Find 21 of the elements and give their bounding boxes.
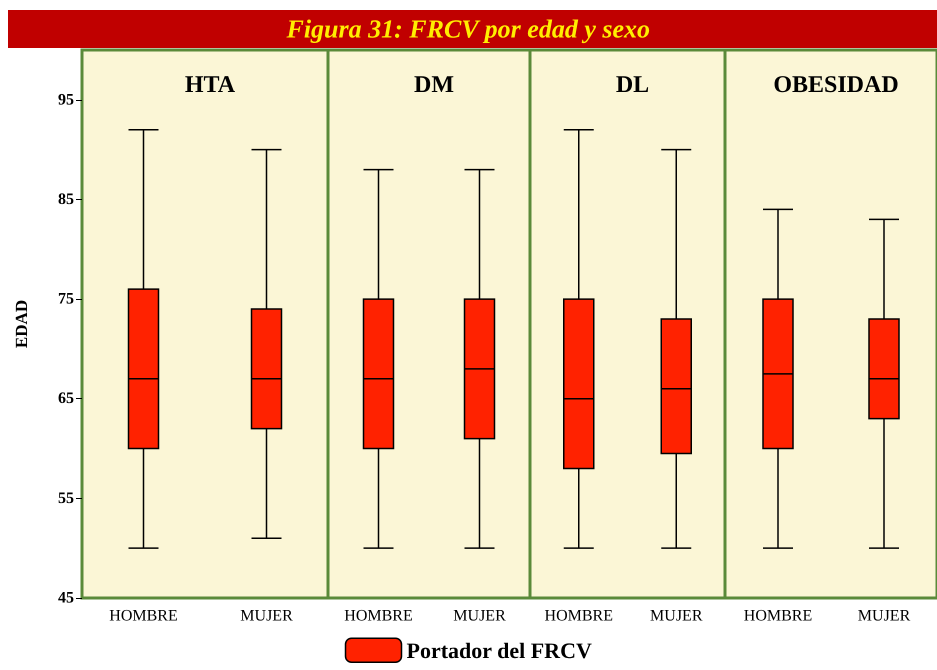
text: Figura 31: FRCV por edad y sexo (285, 14, 650, 44)
text: DM (414, 72, 454, 98)
x-tick-label: HOMBRE (344, 608, 413, 624)
x-tick-label: MUJER (858, 608, 911, 624)
x-tick-label: MUJER (650, 608, 703, 624)
x-tick-label: HOMBRE (109, 608, 178, 624)
legend-label: Portador del FRCV (406, 638, 592, 663)
y-tick-label: 95 (58, 91, 74, 108)
x-tick-label: HOMBRE (744, 608, 812, 624)
x-tick-label: MUJER (453, 608, 506, 624)
y-axis-title: EDAD (12, 300, 31, 348)
y-tick-label: 65 (58, 390, 74, 408)
y-tick-label: 55 (58, 490, 74, 507)
text: DL (616, 72, 650, 98)
y-tick-label: 75 (58, 290, 74, 308)
y-tick-label: 45 (58, 590, 74, 606)
x-tick-label: HOMBRE (544, 608, 613, 624)
text: HTA (184, 72, 236, 98)
x-tick-label: MUJER (240, 608, 294, 624)
text: OBESIDAD (773, 72, 899, 98)
y-tick-label: 85 (58, 190, 74, 208)
